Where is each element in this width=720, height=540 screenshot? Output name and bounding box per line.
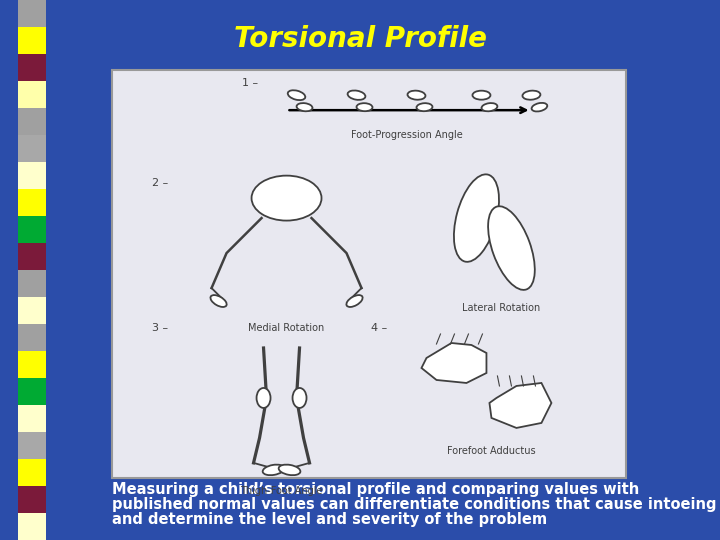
Ellipse shape	[263, 464, 284, 475]
Bar	[18, 0, 46, 27]
Polygon shape	[490, 383, 552, 428]
Text: 3 –: 3 –	[152, 323, 168, 333]
Ellipse shape	[523, 91, 541, 100]
Bar	[18, 324, 46, 351]
Ellipse shape	[356, 103, 372, 111]
Ellipse shape	[482, 103, 498, 111]
Text: and determine the level and severity of the problem: and determine the level and severity of …	[112, 512, 547, 527]
Ellipse shape	[416, 103, 433, 111]
Ellipse shape	[348, 91, 365, 100]
Bar	[18, 189, 46, 216]
Ellipse shape	[210, 295, 227, 307]
Bar	[18, 27, 46, 54]
Bar	[18, 297, 46, 324]
Text: 4 –: 4 –	[372, 323, 388, 333]
Ellipse shape	[346, 295, 363, 307]
Bar	[112, 70, 626, 478]
Bar	[18, 513, 46, 540]
Ellipse shape	[408, 91, 426, 100]
Ellipse shape	[251, 176, 322, 220]
Bar	[18, 378, 46, 405]
Bar	[18, 432, 46, 459]
Ellipse shape	[288, 90, 305, 100]
Text: Measuring a child’s torsional profile and comparing values with: Measuring a child’s torsional profile an…	[112, 482, 639, 497]
Bar	[18, 459, 46, 486]
Bar	[18, 243, 46, 270]
Bar	[18, 54, 46, 81]
Ellipse shape	[256, 388, 271, 408]
Bar	[18, 270, 46, 297]
Polygon shape	[421, 343, 487, 383]
Text: Torsional Profile: Torsional Profile	[233, 25, 487, 53]
Text: Lateral Rotation: Lateral Rotation	[462, 303, 541, 313]
Ellipse shape	[454, 174, 499, 262]
Text: Foot-Progression Angle: Foot-Progression Angle	[351, 130, 462, 140]
Bar	[18, 405, 46, 432]
Ellipse shape	[279, 464, 300, 475]
Text: Thigh-Foot Angle: Thigh-Foot Angle	[240, 486, 323, 496]
Ellipse shape	[292, 388, 307, 408]
Bar	[18, 162, 46, 189]
Bar	[18, 135, 46, 162]
Bar	[18, 351, 46, 378]
Bar	[18, 486, 46, 513]
Text: Forefoot Adductus: Forefoot Adductus	[447, 446, 536, 456]
Text: 1 –: 1 –	[241, 78, 258, 88]
Ellipse shape	[472, 91, 490, 100]
Bar	[18, 216, 46, 243]
Ellipse shape	[488, 206, 535, 290]
Bar	[18, 108, 46, 135]
Text: Medial Rotation: Medial Rotation	[248, 323, 325, 333]
Bar	[18, 81, 46, 108]
Text: published normal values can differentiate conditions that cause intoeing: published normal values can differentiat…	[112, 497, 716, 512]
Ellipse shape	[531, 103, 547, 111]
Ellipse shape	[297, 103, 312, 111]
Text: 2 –: 2 –	[152, 178, 168, 188]
